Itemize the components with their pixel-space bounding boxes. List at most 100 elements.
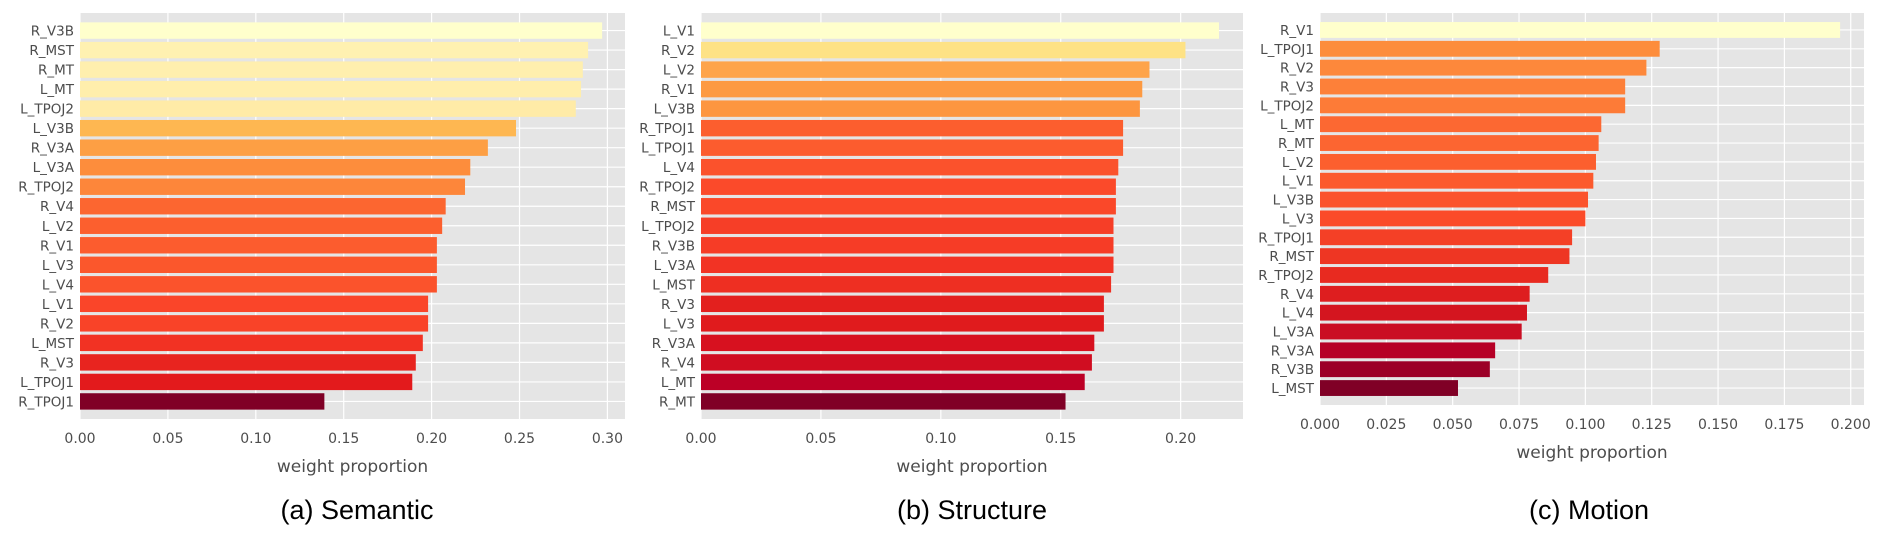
bar-r-tpoj1 bbox=[1320, 229, 1573, 246]
bar-r-v3 bbox=[1320, 78, 1626, 95]
x-tick-label: 0.25 bbox=[504, 431, 535, 447]
bar-r-v4 bbox=[80, 198, 446, 215]
bar-l-v2 bbox=[701, 61, 1150, 78]
bar-l-v3b bbox=[701, 100, 1140, 117]
panel-caption: (c) Motion bbox=[1529, 495, 1649, 525]
category-label: L_TPOJ1 bbox=[641, 141, 695, 157]
category-label: R_V4 bbox=[1280, 287, 1314, 303]
bar-r-tpoj2 bbox=[701, 178, 1116, 195]
bar-l-tpoj1 bbox=[1320, 40, 1660, 57]
category-label: L_V2 bbox=[42, 219, 74, 235]
x-tick-label: 0.025 bbox=[1366, 417, 1406, 433]
panel-structure: 0.00 0.05 0.10 0.15 0.20 L_V1 R_V2 L_V2 R_V1 L_V3… bbox=[639, 13, 1243, 525]
category-label: R_TPOJ1 bbox=[639, 121, 695, 137]
category-label: R_V4 bbox=[661, 355, 695, 371]
x-tick-label: 0.075 bbox=[1499, 417, 1539, 433]
x-tick-label: 0.00 bbox=[685, 431, 716, 447]
bar-r-mst bbox=[80, 41, 589, 59]
bar-l-mt bbox=[1320, 116, 1602, 133]
bar-l-mst bbox=[701, 276, 1112, 293]
category-label: L_V3 bbox=[663, 316, 695, 332]
x-tick-label: 0.050 bbox=[1433, 417, 1473, 433]
bar-r-tpoj2 bbox=[1320, 267, 1549, 283]
bar-r-tpoj1 bbox=[701, 119, 1124, 137]
bar-r-mst bbox=[1320, 248, 1570, 265]
bar-r-v3b bbox=[701, 237, 1114, 254]
bar-l-v3 bbox=[701, 315, 1104, 332]
bar-r-v1 bbox=[701, 80, 1143, 98]
bar-r-v2 bbox=[1320, 59, 1647, 76]
category-label: R_V3 bbox=[40, 355, 74, 371]
bar-l-tpoj1 bbox=[80, 373, 413, 391]
bar-l-v2 bbox=[1320, 153, 1596, 170]
category-label: L_TPOJ2 bbox=[1260, 98, 1314, 114]
category-label: L_V3A bbox=[1273, 325, 1315, 341]
bar-r-mt bbox=[701, 393, 1066, 410]
category-label: L_V1 bbox=[42, 297, 74, 313]
bar-r-tpoj2 bbox=[80, 178, 466, 195]
category-label: L_MT bbox=[1280, 117, 1315, 133]
bar-l-mst bbox=[80, 334, 423, 352]
category-label: R_MST bbox=[1269, 249, 1314, 265]
bar-l-v3b bbox=[80, 119, 516, 137]
category-label: L_V1 bbox=[1282, 174, 1314, 190]
x-tick-label: 0.20 bbox=[416, 431, 447, 447]
panel-motion: 0.000 0.025 0.050 0.075 0.100 0.125 0.150 0.175… bbox=[1258, 13, 1871, 525]
bar-r-mt bbox=[1320, 135, 1599, 151]
bar-l-v3a bbox=[701, 256, 1114, 273]
category-label: R_MST bbox=[650, 199, 695, 215]
bar-l-v2 bbox=[80, 217, 443, 234]
bar-l-v3a bbox=[80, 159, 471, 176]
bar-r-v2 bbox=[701, 41, 1186, 59]
bar-r-v3 bbox=[80, 354, 416, 371]
bar-r-v1 bbox=[1320, 22, 1841, 38]
category-label: L_V3 bbox=[42, 258, 74, 274]
bar-l-mst bbox=[1320, 380, 1458, 396]
category-label: R_V2 bbox=[661, 43, 695, 59]
category-label: R_V4 bbox=[40, 199, 74, 215]
x-tick-label: 0.10 bbox=[240, 431, 271, 447]
bar-r-v3a bbox=[701, 334, 1095, 352]
bar-r-v3 bbox=[701, 295, 1104, 313]
category-label: R_V1 bbox=[1280, 23, 1314, 39]
bar-l-v3 bbox=[80, 256, 437, 273]
category-label: L_V4 bbox=[663, 160, 695, 176]
bar-l-tpoj2 bbox=[80, 100, 576, 117]
category-label: R_MST bbox=[29, 43, 74, 59]
bar-l-tpoj2 bbox=[1320, 97, 1626, 114]
panel-caption: (b) Structure bbox=[897, 495, 1047, 525]
category-label: L_V3A bbox=[654, 258, 696, 274]
x-axis-title: weight proportion bbox=[896, 457, 1047, 477]
category-label: R_V3B bbox=[1271, 362, 1314, 378]
category-label: L_V1 bbox=[663, 24, 695, 40]
bar-l-v1 bbox=[701, 22, 1220, 39]
x-tick-label: 0.05 bbox=[805, 431, 836, 447]
bar-r-v1 bbox=[80, 237, 437, 254]
bar-r-v3a bbox=[1320, 342, 1496, 359]
category-label: L_TPOJ2 bbox=[641, 219, 695, 235]
bar-r-mt bbox=[80, 61, 583, 78]
category-label: R_V2 bbox=[1280, 61, 1314, 77]
bar-r-v3b bbox=[80, 22, 603, 39]
x-axis-title: weight proportion bbox=[277, 457, 428, 477]
bar-r-v2 bbox=[80, 315, 429, 332]
bar-l-v4 bbox=[80, 276, 437, 293]
category-label: R_TPOJ2 bbox=[1258, 268, 1314, 284]
category-label: R_TPOJ1 bbox=[1258, 230, 1314, 246]
x-tick-label: 0.15 bbox=[1045, 431, 1076, 447]
bar-l-mt bbox=[701, 373, 1085, 391]
category-label: L_TPOJ1 bbox=[1260, 42, 1314, 58]
category-label: R_V3A bbox=[31, 141, 75, 157]
category-label: L_V3B bbox=[1273, 193, 1314, 209]
x-tick-label: 0.10 bbox=[925, 431, 956, 447]
category-label: R_V3 bbox=[1280, 80, 1314, 96]
category-label: L_V2 bbox=[663, 63, 695, 79]
bar-l-v3a bbox=[1320, 323, 1522, 340]
category-label: L_MT bbox=[661, 375, 696, 391]
bar-l-v3 bbox=[1320, 210, 1586, 227]
bar-r-tpoj1 bbox=[80, 393, 325, 410]
category-label: R_MT bbox=[659, 394, 696, 410]
bar-l-tpoj1 bbox=[701, 139, 1124, 156]
x-tick-label: 0.125 bbox=[1632, 417, 1672, 433]
